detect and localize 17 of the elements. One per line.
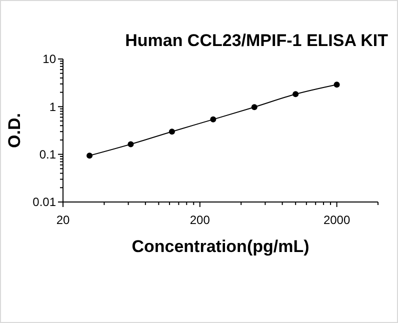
y-tick-label: 0.01 [32,195,56,210]
x-tick-label: 2000 [323,213,350,227]
x-tick-label: 200 [190,213,210,227]
chart-title: Human CCL23/MPIF-1 ELISA KIT [125,31,389,50]
point [210,116,216,122]
point [86,152,93,159]
y-tick-label: 1 [49,100,56,114]
y-axis-title: O.D. [5,113,24,148]
x-axis-title: Concentration(pg/mL) [132,237,310,256]
y-tick-label: 10 [42,52,56,66]
y-tick-label: 0.1 [39,148,56,162]
point [168,128,175,135]
point [128,141,134,148]
point [334,82,340,88]
point [292,91,299,98]
point [251,104,258,110]
x-tick-label: 20 [56,213,70,227]
